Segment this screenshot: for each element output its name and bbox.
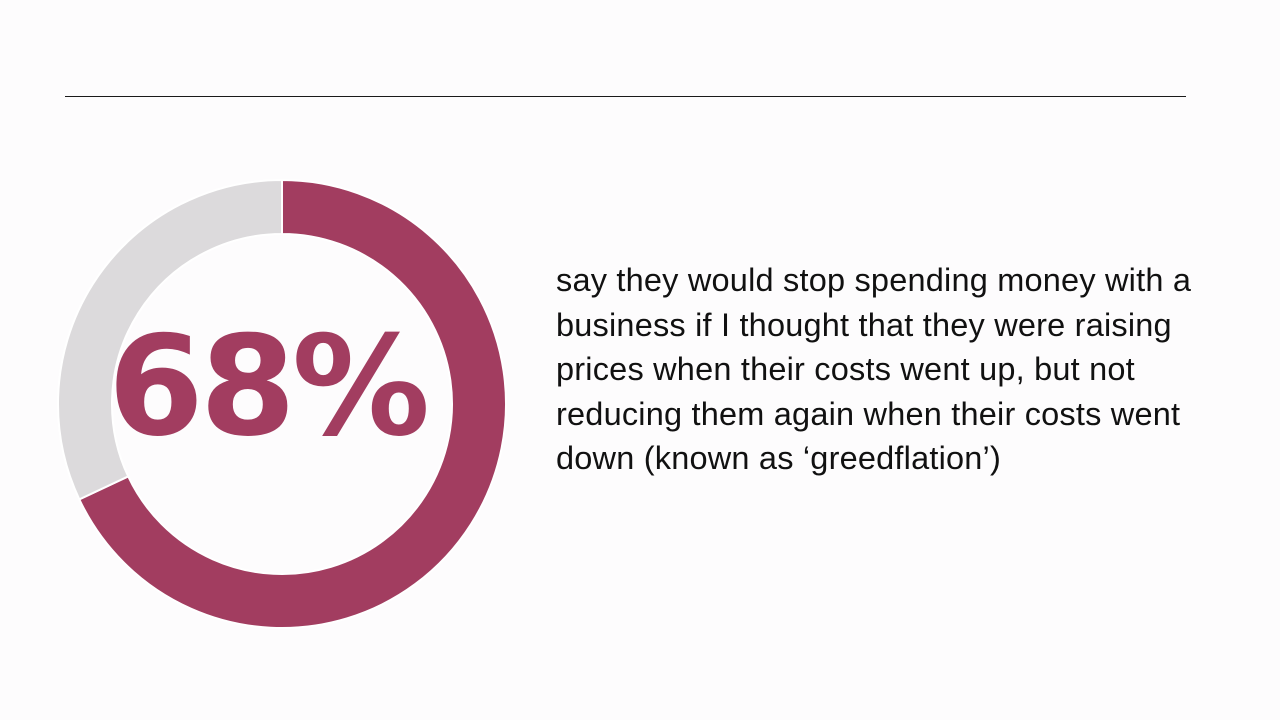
donut-chart-svg: 68%: [57, 178, 507, 629]
donut-slice-remainder: [57, 178, 283, 501]
center-percentage-label: 68%: [108, 306, 426, 467]
donut-slices: [57, 178, 507, 629]
donut-slice-value: [77, 178, 507, 629]
statement-text: say they would stop spending money with …: [556, 262, 1192, 477]
donut-chart: 68%: [50, 172, 514, 636]
top-divider: [65, 96, 1186, 97]
